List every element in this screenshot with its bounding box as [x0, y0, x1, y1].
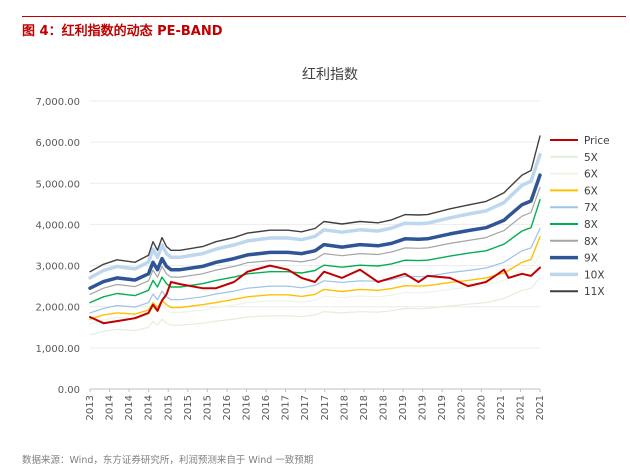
x-tick-label: 2021 [496, 395, 507, 420]
series-line-8x [89, 198, 541, 304]
x-tick-label: 2015 [202, 395, 213, 420]
x-tick-label: 2019 [437, 395, 448, 420]
legend-label: 6X [584, 185, 598, 197]
legend-label: 11X [584, 286, 605, 298]
x-tick-label: 2013 [85, 395, 96, 420]
legend-label: 6X [584, 169, 598, 181]
x-tick-label: 2021 [515, 395, 526, 420]
legend-label: 5X [584, 152, 598, 164]
legend-label: 10X [584, 269, 605, 281]
x-tick-label: 2018 [359, 395, 370, 420]
series-line-7x [89, 227, 541, 314]
x-tick-label: 2015 [183, 395, 194, 420]
y-tick-label: 1,000.00 [35, 344, 80, 355]
x-tick-label: 2017 [320, 395, 331, 420]
y-tick-label: 0.00 [58, 385, 80, 396]
series-line-9x [88, 173, 542, 290]
y-gridlines [90, 100, 540, 390]
y-tick-label: 3,000.00 [35, 262, 80, 273]
top-rule [22, 16, 626, 17]
series-line-6x [89, 236, 541, 320]
series-line-6x [89, 255, 541, 325]
x-tick-label: 2017 [281, 395, 292, 420]
series-lines [88, 135, 542, 336]
figure-heading: 图 4：红利指数的动态 PE-BAND [22, 24, 223, 39]
x-tick-label: 2017 [300, 395, 311, 420]
x-axis-ticks: 2013 2014 2014 2014 2015 2015 2015 2016 2016 2016… [85, 389, 546, 420]
legend-label: 9X [584, 253, 598, 265]
x-tick-label: 2014 [105, 395, 116, 420]
legend-label: 8X [584, 236, 598, 248]
x-tick-label: 2020 [457, 395, 468, 420]
y-tick-label: 2,000.00 [35, 303, 80, 314]
x-tick-label: 2014 [124, 395, 135, 420]
chart: 红利指数 0.00 1,000.00 2,000.00 3,000.00 4,000.0… [35, 67, 610, 420]
x-tick-label: 2016 [242, 395, 253, 420]
x-tick-label: 2020 [476, 395, 487, 420]
legend: Price 5X 6X 6X 7X 8X 8X 9X 10X 11X [550, 135, 610, 298]
series-line-5x [89, 277, 541, 336]
x-tick-label: 2019 [398, 395, 409, 420]
y-tick-label: 4,000.00 [35, 220, 80, 231]
series-line-11x [89, 135, 541, 273]
chart-title: 红利指数 [302, 67, 358, 83]
series-line-10x [88, 152, 542, 280]
legend-label: 8X [584, 219, 598, 231]
y-axis-ticks: 0.00 1,000.00 2,000.00 3,000.00 4,000.00 5,00… [35, 97, 80, 396]
y-tick-label: 5,000.00 [35, 179, 80, 190]
legend-label: Price [584, 135, 610, 147]
series-line-price [89, 264, 541, 325]
x-tick-label: 2014 [144, 395, 155, 420]
y-tick-label: 6,000.00 [35, 138, 80, 149]
x-tick-label: 2015 [163, 395, 174, 420]
x-tick-label: 2018 [339, 395, 350, 420]
y-tick-label: 7,000.00 [35, 97, 80, 108]
x-tick-label: 2021 [535, 395, 546, 420]
series-line-8x [89, 186, 541, 295]
x-tick-label: 2016 [222, 395, 233, 420]
x-tick-label: 2016 [261, 395, 272, 420]
legend-label: 7X [584, 202, 598, 214]
source-note: 数据来源：Wind，东方证券研究所，利润预测来自于 Wind 一致预期 [22, 455, 314, 466]
x-tick-label: 2018 [378, 395, 389, 420]
x-tick-label: 2019 [418, 395, 429, 420]
